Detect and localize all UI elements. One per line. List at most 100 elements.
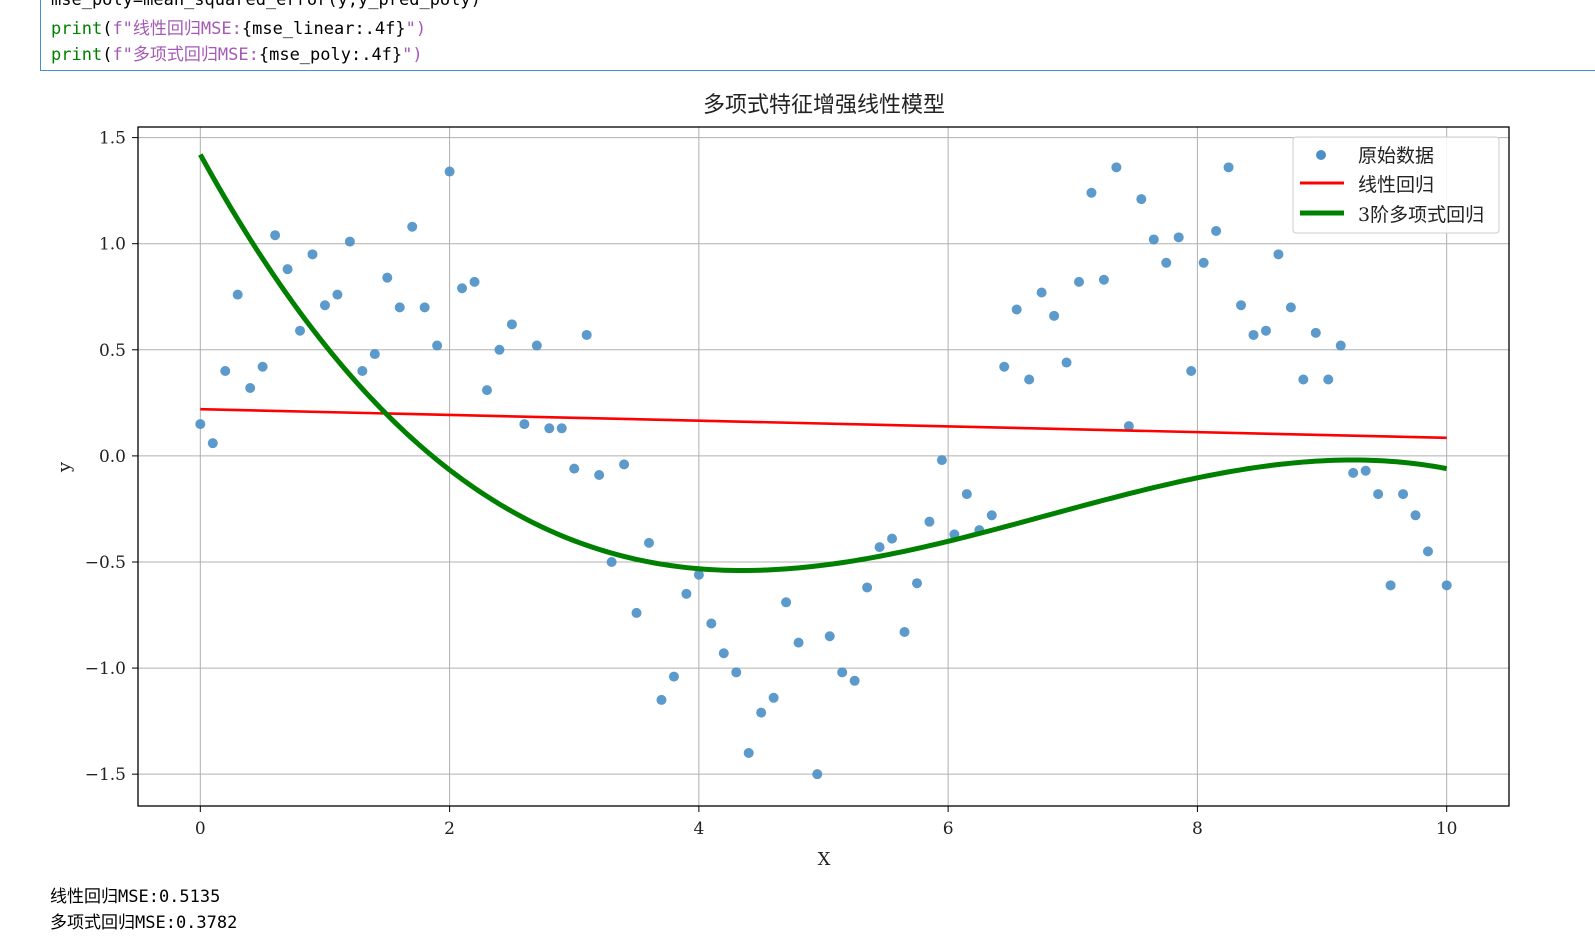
scatter-point	[1123, 421, 1134, 432]
scatter-point	[506, 319, 517, 330]
scatter-point	[344, 236, 355, 247]
scatter-point	[1036, 287, 1047, 298]
scatter-point	[1198, 257, 1209, 268]
scatter-point	[1074, 276, 1085, 287]
scatter-point	[936, 455, 947, 466]
plot-frame	[137, 126, 1510, 807]
scatter-point	[849, 675, 860, 686]
code-expr: {mse_poly:.4f}	[258, 45, 403, 65]
scatter-point	[1148, 234, 1159, 245]
x-tick-label: 10	[1436, 819, 1458, 839]
scatter-point	[1310, 327, 1321, 338]
scatter-point	[282, 264, 293, 275]
legend: 原始数据 线性回归 3阶多项式回归	[1292, 136, 1500, 234]
chart-title: 多项式特征增强线性模型	[703, 93, 945, 118]
scatter-point	[1441, 580, 1452, 591]
scatter-point	[1348, 467, 1359, 478]
y-axis-label: y	[54, 461, 75, 473]
scatter-point	[195, 419, 206, 430]
scatter-point	[887, 533, 898, 544]
scatter-point	[419, 302, 430, 313]
scatter-point	[1248, 329, 1259, 340]
legend-label-linear: 线性回归	[1358, 174, 1434, 196]
x-axis-label: X	[818, 849, 831, 870]
scatter-point	[781, 597, 792, 608]
code-line-print-poly: print(f"多项式回归MSE:{mse_poly:.4f}")	[51, 45, 423, 65]
scatter-point	[1024, 374, 1035, 385]
y-tick-label: 0.0	[99, 447, 126, 467]
scatter-point	[911, 578, 922, 589]
code-fn: print	[51, 19, 103, 39]
scatter-point	[457, 283, 468, 294]
scatter-point	[432, 340, 443, 351]
y-tick-label: −1.0	[85, 659, 126, 679]
scatter-point	[1236, 300, 1247, 311]
scatter-point	[706, 618, 717, 629]
scatter-point	[1011, 304, 1022, 315]
scatter-point	[232, 289, 243, 300]
scatter-point	[369, 349, 380, 360]
plot-container: 多项式特征增强线性模型 0 2 4 6 8 10 1.5 1.0 0.5 0.0 −0.5 −1.0 −…	[0, 80, 1560, 884]
code-line-print-linear: print(f"线性回归MSE:{mse_linear:.4f}")	[51, 19, 427, 39]
scatter-point	[581, 329, 592, 340]
scatter-point	[961, 489, 972, 500]
scatter-point	[1061, 357, 1072, 368]
scatter-point	[544, 423, 555, 434]
scatter-point	[631, 607, 642, 618]
legend-label-scatter: 原始数据	[1358, 145, 1434, 167]
scatter-point	[295, 325, 306, 336]
scatter-point	[812, 769, 823, 780]
scatter-point	[668, 671, 679, 682]
code-end: ")	[405, 19, 427, 39]
scatter-point	[619, 459, 630, 470]
code-fn: print	[51, 45, 103, 65]
scatter-point	[394, 302, 405, 313]
scatter-point	[986, 510, 997, 521]
scatter-point	[743, 747, 754, 758]
poly-regression-curve	[198, 153, 1448, 573]
scatter-point	[382, 272, 393, 283]
scatter-point	[837, 667, 848, 678]
scatter-point	[481, 385, 492, 396]
scatter-point	[257, 361, 268, 372]
scatter-point	[606, 556, 617, 567]
x-tick-label: 2	[444, 819, 455, 839]
scatter-point	[1422, 546, 1433, 557]
output-linear-mse: 线性回归MSE:0.5135	[50, 887, 221, 907]
x-tick-label: 4	[693, 819, 704, 839]
scatter-point	[207, 438, 218, 449]
scatter-point	[1335, 340, 1346, 351]
scatter-point	[1398, 489, 1409, 500]
scatter-point	[656, 694, 667, 705]
legend-label-poly: 3阶多项式回归	[1358, 204, 1484, 226]
code-fstring: f"多项式回归MSE:	[112, 45, 259, 65]
scatter-point	[594, 469, 605, 480]
scatter-point	[1373, 489, 1384, 500]
scatter-point	[220, 366, 231, 377]
scatter-point	[644, 537, 655, 548]
scatter-point	[357, 366, 368, 377]
series-group	[195, 153, 1452, 780]
y-tick-label: −0.5	[85, 553, 126, 573]
code-cell[interactable]: mse_poly=mean_squared_error(y,y_pred_pol…	[40, 0, 1595, 71]
x-tick-label: 8	[1192, 819, 1203, 839]
scatter-point	[1136, 194, 1147, 205]
scatter-point	[332, 289, 343, 300]
scatter-point	[731, 667, 742, 678]
code-end: ")	[402, 45, 423, 65]
scatter-point	[1298, 374, 1309, 385]
axis-ticks: 0 2 4 6 8 10 1.5 1.0 0.5 0.0 −0.5 −1.0 −1.5	[85, 129, 1458, 839]
scatter-point	[1273, 249, 1284, 260]
scatter-point	[307, 249, 318, 260]
code-expr: {mse_linear:.4f}	[241, 19, 406, 39]
scatter-point	[1223, 162, 1234, 173]
linear-regression-line	[200, 407, 1447, 440]
scatter-point	[899, 627, 910, 638]
scatter-point	[1111, 162, 1122, 173]
code-fstring: f"线性回归MSE:	[112, 19, 242, 39]
scatter-point	[444, 166, 455, 177]
y-tick-label: 1.0	[99, 235, 126, 255]
scatter-point	[1049, 310, 1060, 321]
scatter-point	[1360, 465, 1371, 476]
scatter-point	[1323, 374, 1334, 385]
